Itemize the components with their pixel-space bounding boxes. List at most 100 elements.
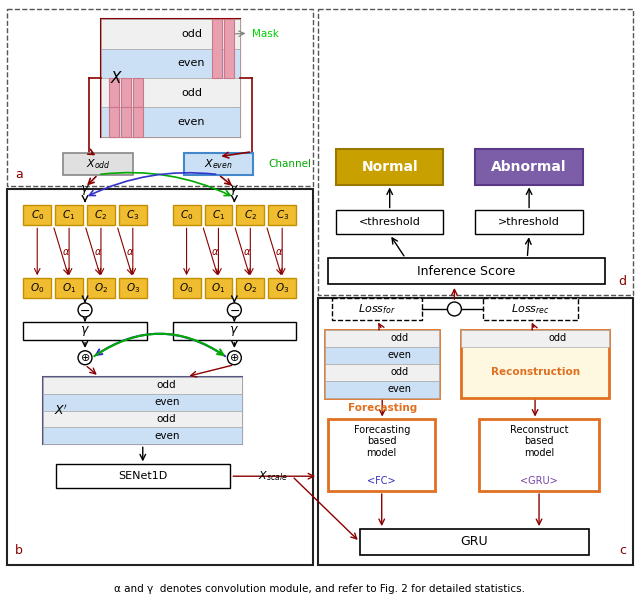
Bar — [109, 78, 119, 107]
Text: even: even — [178, 58, 205, 68]
Bar — [336, 211, 444, 234]
Text: $\alpha$: $\alpha$ — [275, 247, 284, 257]
Text: odd: odd — [548, 333, 566, 343]
Bar — [23, 322, 147, 340]
Bar — [87, 278, 115, 298]
Bar — [44, 410, 243, 428]
Circle shape — [78, 303, 92, 317]
Text: $\alpha$: $\alpha$ — [243, 247, 252, 257]
Text: Reconstruct
based
model: Reconstruct based model — [510, 424, 568, 458]
Text: $C_3$: $C_3$ — [126, 208, 140, 222]
Text: $O_1$: $O_1$ — [62, 281, 76, 295]
Text: Mask: Mask — [252, 29, 279, 39]
Bar — [325, 347, 440, 364]
Text: Inference Score: Inference Score — [417, 265, 515, 278]
Bar — [101, 107, 241, 137]
Text: $X_{even}$: $X_{even}$ — [204, 157, 233, 171]
Bar — [173, 278, 200, 298]
Bar — [336, 149, 444, 185]
Text: $\alpha$: $\alpha$ — [125, 247, 134, 257]
Bar — [44, 393, 243, 410]
Bar — [268, 278, 296, 298]
Text: $C_0$: $C_0$ — [31, 208, 44, 222]
Text: $O_3$: $O_3$ — [125, 281, 140, 295]
Text: $C_2$: $C_2$ — [244, 208, 257, 222]
Text: even: even — [154, 397, 179, 407]
Bar — [133, 78, 143, 107]
Text: $O_3$: $O_3$ — [275, 281, 289, 295]
Circle shape — [447, 302, 461, 316]
Bar — [325, 330, 440, 347]
Text: $Loss_{rec}$: $Loss_{rec}$ — [511, 302, 550, 316]
Text: even: even — [178, 117, 205, 127]
Text: GRU: GRU — [461, 535, 488, 549]
Bar — [44, 377, 243, 393]
Bar — [461, 330, 609, 347]
Text: $\alpha$: $\alpha$ — [94, 247, 102, 257]
Text: $\alpha$: $\alpha$ — [62, 247, 70, 257]
Bar — [325, 330, 440, 398]
Bar — [268, 205, 296, 225]
Text: odd: odd — [390, 367, 408, 377]
Bar — [225, 19, 234, 78]
Text: Abnormal: Abnormal — [492, 160, 567, 174]
Text: $O_1$: $O_1$ — [211, 281, 225, 295]
Bar — [56, 464, 230, 488]
Text: $\oplus$: $\oplus$ — [80, 352, 90, 363]
Text: $O_2$: $O_2$ — [243, 281, 257, 295]
Text: <threshold: <threshold — [359, 217, 420, 227]
Bar — [133, 107, 143, 137]
Text: SENet1D: SENet1D — [118, 471, 168, 481]
Text: c: c — [620, 544, 627, 557]
Bar — [101, 49, 241, 78]
Bar — [236, 278, 264, 298]
Bar — [184, 153, 253, 175]
Text: >threshold: >threshold — [498, 217, 560, 227]
Text: $O_2$: $O_2$ — [94, 281, 108, 295]
Text: $C_1$: $C_1$ — [212, 208, 225, 222]
Bar — [325, 381, 440, 398]
Bar — [55, 278, 83, 298]
Bar — [109, 107, 119, 137]
Text: even: even — [154, 431, 179, 441]
Bar — [332, 298, 422, 320]
Circle shape — [227, 303, 241, 317]
Text: Channel: Channel — [268, 159, 311, 169]
Text: $C_2$: $C_2$ — [95, 208, 108, 222]
Bar — [23, 278, 51, 298]
Text: $X$: $X$ — [110, 70, 124, 86]
Bar — [479, 420, 599, 491]
Bar — [360, 529, 589, 555]
Circle shape — [227, 351, 241, 365]
Text: Reconstruction: Reconstruction — [490, 367, 580, 377]
Bar — [318, 298, 632, 565]
Bar — [483, 298, 578, 320]
Bar — [205, 205, 232, 225]
Bar — [476, 211, 583, 234]
Bar — [23, 205, 51, 225]
Text: odd: odd — [181, 88, 202, 97]
Text: $C_0$: $C_0$ — [180, 208, 193, 222]
Bar — [173, 322, 296, 340]
Text: $Loss_{for}$: $Loss_{for}$ — [358, 302, 396, 316]
Text: $-$: $-$ — [229, 303, 240, 317]
Text: $C_3$: $C_3$ — [275, 208, 289, 222]
Bar — [44, 377, 243, 445]
Text: Forecasting
based
model: Forecasting based model — [353, 424, 410, 458]
Text: $\gamma$: $\gamma$ — [229, 183, 239, 197]
Text: b: b — [15, 544, 23, 557]
Bar — [318, 9, 632, 295]
Text: $\gamma$: $\gamma$ — [80, 324, 90, 338]
Bar — [121, 107, 131, 137]
Text: $\gamma$: $\gamma$ — [229, 324, 239, 338]
Text: odd: odd — [390, 333, 408, 343]
Text: even: even — [387, 384, 412, 394]
Bar — [87, 205, 115, 225]
Bar — [205, 278, 232, 298]
Text: Normal: Normal — [362, 160, 418, 174]
Bar — [461, 330, 609, 398]
Bar — [63, 153, 133, 175]
Bar — [119, 278, 147, 298]
Text: even: even — [387, 350, 412, 361]
Bar — [328, 420, 435, 491]
